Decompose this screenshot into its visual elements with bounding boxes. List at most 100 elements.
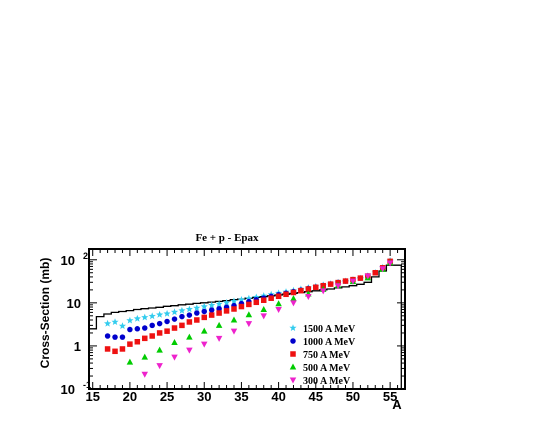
data-point bbox=[141, 353, 149, 360]
data-point bbox=[156, 346, 163, 353]
data-point bbox=[111, 318, 119, 325]
data-point bbox=[379, 266, 386, 273]
data-point bbox=[156, 363, 163, 370]
data-point bbox=[149, 333, 155, 339]
data-point bbox=[179, 313, 185, 320]
data-point bbox=[127, 341, 133, 347]
legend-label: 750 A MeV bbox=[303, 350, 351, 361]
data-point bbox=[260, 306, 267, 313]
y-axis: 10 -1 1 10 10 2 bbox=[61, 251, 405, 397]
data-point bbox=[275, 293, 282, 300]
x-tick-label: 40 bbox=[271, 389, 285, 404]
y-tick-label: 10 bbox=[61, 253, 75, 268]
x-tick-label: 55 bbox=[383, 389, 397, 404]
data-point bbox=[230, 297, 238, 305]
data-point bbox=[179, 322, 185, 329]
data-point bbox=[289, 363, 297, 370]
data-point bbox=[186, 347, 193, 354]
chart-title: Fe + p - Epax bbox=[195, 232, 259, 244]
series-300-a-mev bbox=[141, 260, 394, 378]
data-point bbox=[171, 354, 178, 361]
data-point bbox=[141, 371, 149, 378]
data-point bbox=[119, 346, 126, 352]
data-point bbox=[201, 308, 207, 315]
data-point bbox=[127, 326, 133, 333]
data-point bbox=[208, 307, 215, 313]
data-point bbox=[112, 348, 118, 355]
data-point bbox=[246, 301, 252, 308]
data-point bbox=[357, 275, 364, 281]
data-point bbox=[200, 302, 208, 310]
data-point bbox=[334, 283, 342, 290]
data-point bbox=[237, 296, 245, 303]
data-point bbox=[208, 312, 215, 318]
data-point bbox=[327, 281, 334, 287]
data-point bbox=[268, 295, 274, 301]
data-point bbox=[193, 304, 201, 311]
legend-label: 300 A MeV bbox=[303, 376, 351, 387]
data-point bbox=[156, 320, 163, 327]
data-point bbox=[112, 334, 118, 340]
data-point bbox=[386, 260, 394, 267]
data-point bbox=[133, 314, 141, 322]
y-tick-exponent: 2 bbox=[83, 251, 88, 261]
data-point bbox=[148, 312, 156, 320]
data-point bbox=[342, 278, 349, 284]
data-point bbox=[216, 310, 222, 316]
legend-label: 1500 A MeV bbox=[303, 324, 356, 335]
data-point bbox=[156, 311, 164, 318]
data-point bbox=[230, 328, 238, 335]
data-point bbox=[104, 333, 111, 339]
data-point bbox=[290, 351, 296, 357]
data-point bbox=[156, 330, 163, 336]
data-point bbox=[372, 269, 379, 276]
data-point bbox=[194, 317, 200, 323]
data-point bbox=[245, 321, 253, 328]
data-point bbox=[119, 334, 126, 340]
data-point bbox=[142, 325, 148, 331]
data-point bbox=[260, 297, 267, 303]
data-point bbox=[208, 301, 216, 309]
x-tick-label: 20 bbox=[123, 389, 137, 404]
data-point bbox=[253, 299, 260, 306]
legend-label: 1000 A MeV bbox=[303, 337, 356, 348]
data-point bbox=[215, 321, 223, 328]
data-point bbox=[290, 300, 297, 307]
data-point bbox=[163, 309, 171, 317]
x-tick-label: 15 bbox=[85, 389, 99, 404]
data-point bbox=[290, 289, 297, 296]
data-point bbox=[186, 312, 193, 318]
data-point bbox=[186, 333, 193, 340]
data-point bbox=[238, 303, 245, 310]
data-point bbox=[216, 305, 222, 312]
data-point bbox=[126, 316, 134, 324]
data-point bbox=[126, 358, 134, 365]
data-point bbox=[223, 308, 230, 314]
y-tick-label: 1 bbox=[74, 339, 81, 354]
data-point bbox=[245, 311, 253, 318]
x-axis-label: A bbox=[392, 397, 402, 412]
data-point bbox=[194, 310, 200, 316]
data-points-layer bbox=[104, 257, 394, 378]
data-point bbox=[231, 306, 237, 312]
data-point bbox=[104, 319, 112, 327]
y-tick-exponent: -1 bbox=[83, 380, 91, 390]
x-axis: 15 20 25 30 35 40 45 50 55 bbox=[85, 249, 399, 404]
x-tick-label: 30 bbox=[197, 389, 211, 404]
series-500-a-mev bbox=[126, 259, 394, 365]
y-tick-label: 10 bbox=[61, 382, 75, 397]
data-point bbox=[290, 338, 296, 344]
data-point bbox=[349, 278, 357, 285]
plot-frame bbox=[88, 248, 406, 390]
data-point bbox=[283, 291, 289, 298]
data-point bbox=[305, 294, 312, 301]
series-1500-a-mev bbox=[104, 257, 394, 329]
data-point bbox=[134, 338, 141, 345]
data-point bbox=[319, 288, 327, 295]
data-point bbox=[134, 326, 141, 332]
histogram-line bbox=[88, 264, 402, 389]
data-point bbox=[186, 319, 193, 325]
data-point bbox=[252, 293, 260, 301]
data-point bbox=[364, 273, 372, 280]
